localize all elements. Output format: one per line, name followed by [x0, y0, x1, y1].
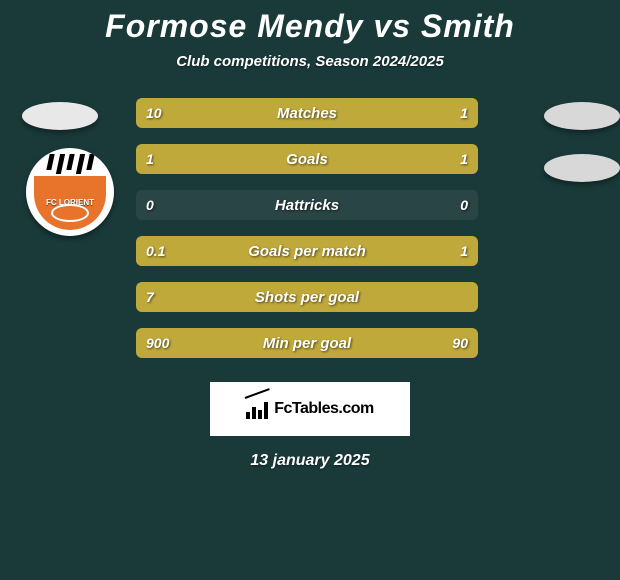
stat-label: Goals per match	[136, 236, 478, 266]
stat-value-left: 10	[146, 98, 162, 128]
stat-value-right: 90	[452, 328, 468, 358]
stat-value-right: 1	[460, 236, 468, 266]
player-left-slot	[22, 102, 98, 130]
page-subtitle: Club competitions, Season 2024/2025	[0, 53, 620, 70]
stat-label: Min per goal	[136, 328, 478, 358]
stat-row: Min per goal900 90	[136, 328, 478, 358]
stat-value-left: 900	[146, 328, 169, 358]
stat-row: Matches10 1	[136, 98, 478, 128]
logo-ermine-stripes	[36, 154, 104, 174]
page-title: Formose Mendy vs Smith	[0, 0, 620, 45]
stat-label: Matches	[136, 98, 478, 128]
stat-label: Hattricks	[136, 190, 478, 220]
player-right-slot-1	[544, 102, 620, 130]
stat-value-left: 0	[146, 190, 154, 220]
brand-text: FcTables.com	[274, 400, 374, 418]
logo-shield: FC LORIENT	[34, 176, 106, 230]
stat-row: Goals per match0.1 1	[136, 236, 478, 266]
stat-row: Hattricks0 0	[136, 190, 478, 220]
stat-label: Shots per goal	[136, 282, 478, 312]
brand-chart-icon	[246, 399, 268, 419]
brand-box: FcTables.com	[210, 382, 410, 436]
stat-value-left: 1	[146, 144, 154, 174]
stat-rows: Matches101Goals11Hattricks00Goals per ma…	[136, 98, 478, 374]
stat-value-left: 7	[146, 282, 154, 312]
stat-value-right: 1	[460, 144, 468, 174]
stat-value-right: 0	[460, 190, 468, 220]
stat-value-right: 1	[460, 98, 468, 128]
comparison-area: FC LORIENT Matches101Goals11Hattricks00G…	[0, 98, 620, 368]
player-right-slot-2	[544, 154, 620, 182]
date-label: 13 january 2025	[0, 452, 620, 470]
stat-value-left: 0.1	[146, 236, 165, 266]
stat-label: Goals	[136, 144, 478, 174]
stat-row: Shots per goal7	[136, 282, 478, 312]
logo-ellipse-icon	[51, 204, 89, 222]
stat-row: Goals1 1	[136, 144, 478, 174]
club-logo: FC LORIENT	[26, 148, 114, 236]
